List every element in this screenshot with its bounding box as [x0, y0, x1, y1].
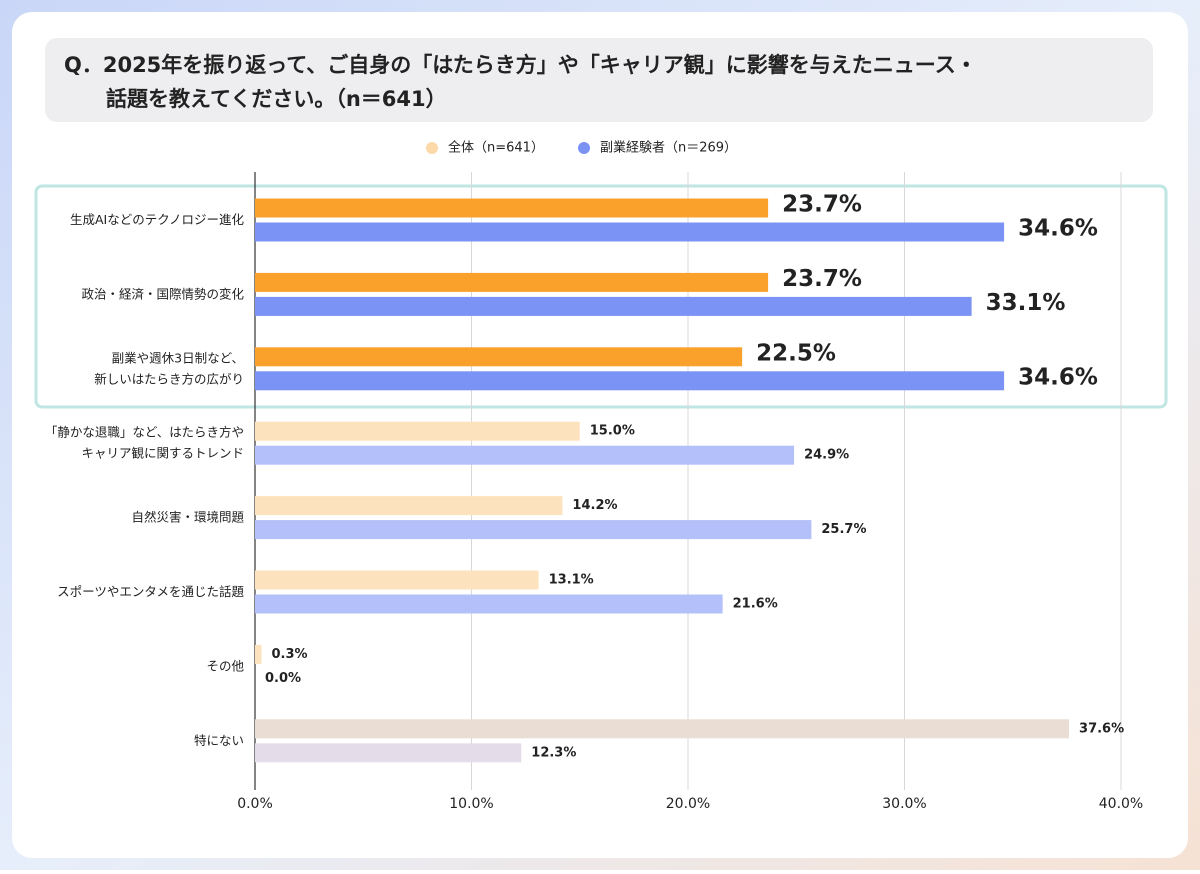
bar	[255, 644, 262, 664]
y-tick-label: 副業や週休3日制など、新しいはたらき方の広がり	[94, 350, 244, 386]
data-label: 12.3%	[531, 745, 576, 760]
highlight-box	[34, 184, 1168, 409]
data-label: 13.1%	[549, 573, 594, 588]
bar	[255, 347, 743, 367]
legend-marker	[426, 142, 438, 154]
bar	[255, 421, 580, 441]
bar	[255, 496, 563, 516]
legend-marker	[578, 142, 590, 154]
bar	[255, 296, 972, 316]
data-label: 25.7%	[821, 522, 866, 537]
x-tick-label: 30.0%	[882, 796, 926, 812]
data-label: 23.7%	[782, 266, 862, 292]
title-box	[45, 38, 1153, 122]
bar	[255, 222, 1005, 242]
y-tick-label: 特にない	[194, 732, 244, 747]
bar	[255, 198, 769, 218]
y-tick-label: 政治・経済・国際情勢の変化	[81, 286, 244, 301]
bar	[255, 570, 539, 590]
bar	[255, 445, 795, 465]
data-label: 24.9%	[804, 448, 849, 463]
data-label: 22.5%	[756, 340, 836, 366]
legend-label: 副業経験者（n＝269）	[600, 140, 737, 156]
y-tick-label: 生成AIなどのテクノロジー進化	[70, 212, 244, 227]
data-label: 34.6%	[1018, 216, 1098, 242]
data-label: 23.7%	[782, 192, 862, 218]
bar	[255, 719, 1070, 739]
bar	[255, 520, 812, 540]
bar	[255, 272, 769, 292]
x-tick-label: 0.0%	[237, 796, 273, 812]
chart-title: Q．2025年を振り返って、ご自身の「はたらき方」や「キャリア観」に影響を与えた…	[64, 53, 977, 111]
x-tick-label: 20.0%	[666, 796, 710, 812]
x-tick-label: 10.0%	[449, 796, 493, 812]
data-label: 33.1%	[986, 290, 1066, 316]
data-label: 37.6%	[1079, 721, 1124, 736]
data-label: 0.3%	[271, 647, 307, 662]
y-tick-label: 「静かな退職」など、はたらき方やキャリア観に関するトレンド	[45, 424, 244, 460]
data-label: 0.0%	[265, 671, 301, 686]
y-tick-label: スポーツやエンタメを通じた話題	[57, 584, 244, 599]
legend-label: 全体（n=641）	[448, 140, 544, 156]
bar	[255, 743, 522, 763]
y-tick-label: その他	[206, 658, 244, 673]
data-label: 15.0%	[590, 424, 635, 439]
y-tick-label: 自然災害・環境問題	[131, 509, 244, 524]
data-label: 34.6%	[1018, 364, 1098, 390]
bar	[255, 594, 723, 614]
data-label: 21.6%	[733, 597, 778, 612]
data-label: 14.2%	[572, 498, 617, 513]
bar	[255, 371, 1005, 391]
x-tick-label: 40.0%	[1099, 796, 1143, 812]
